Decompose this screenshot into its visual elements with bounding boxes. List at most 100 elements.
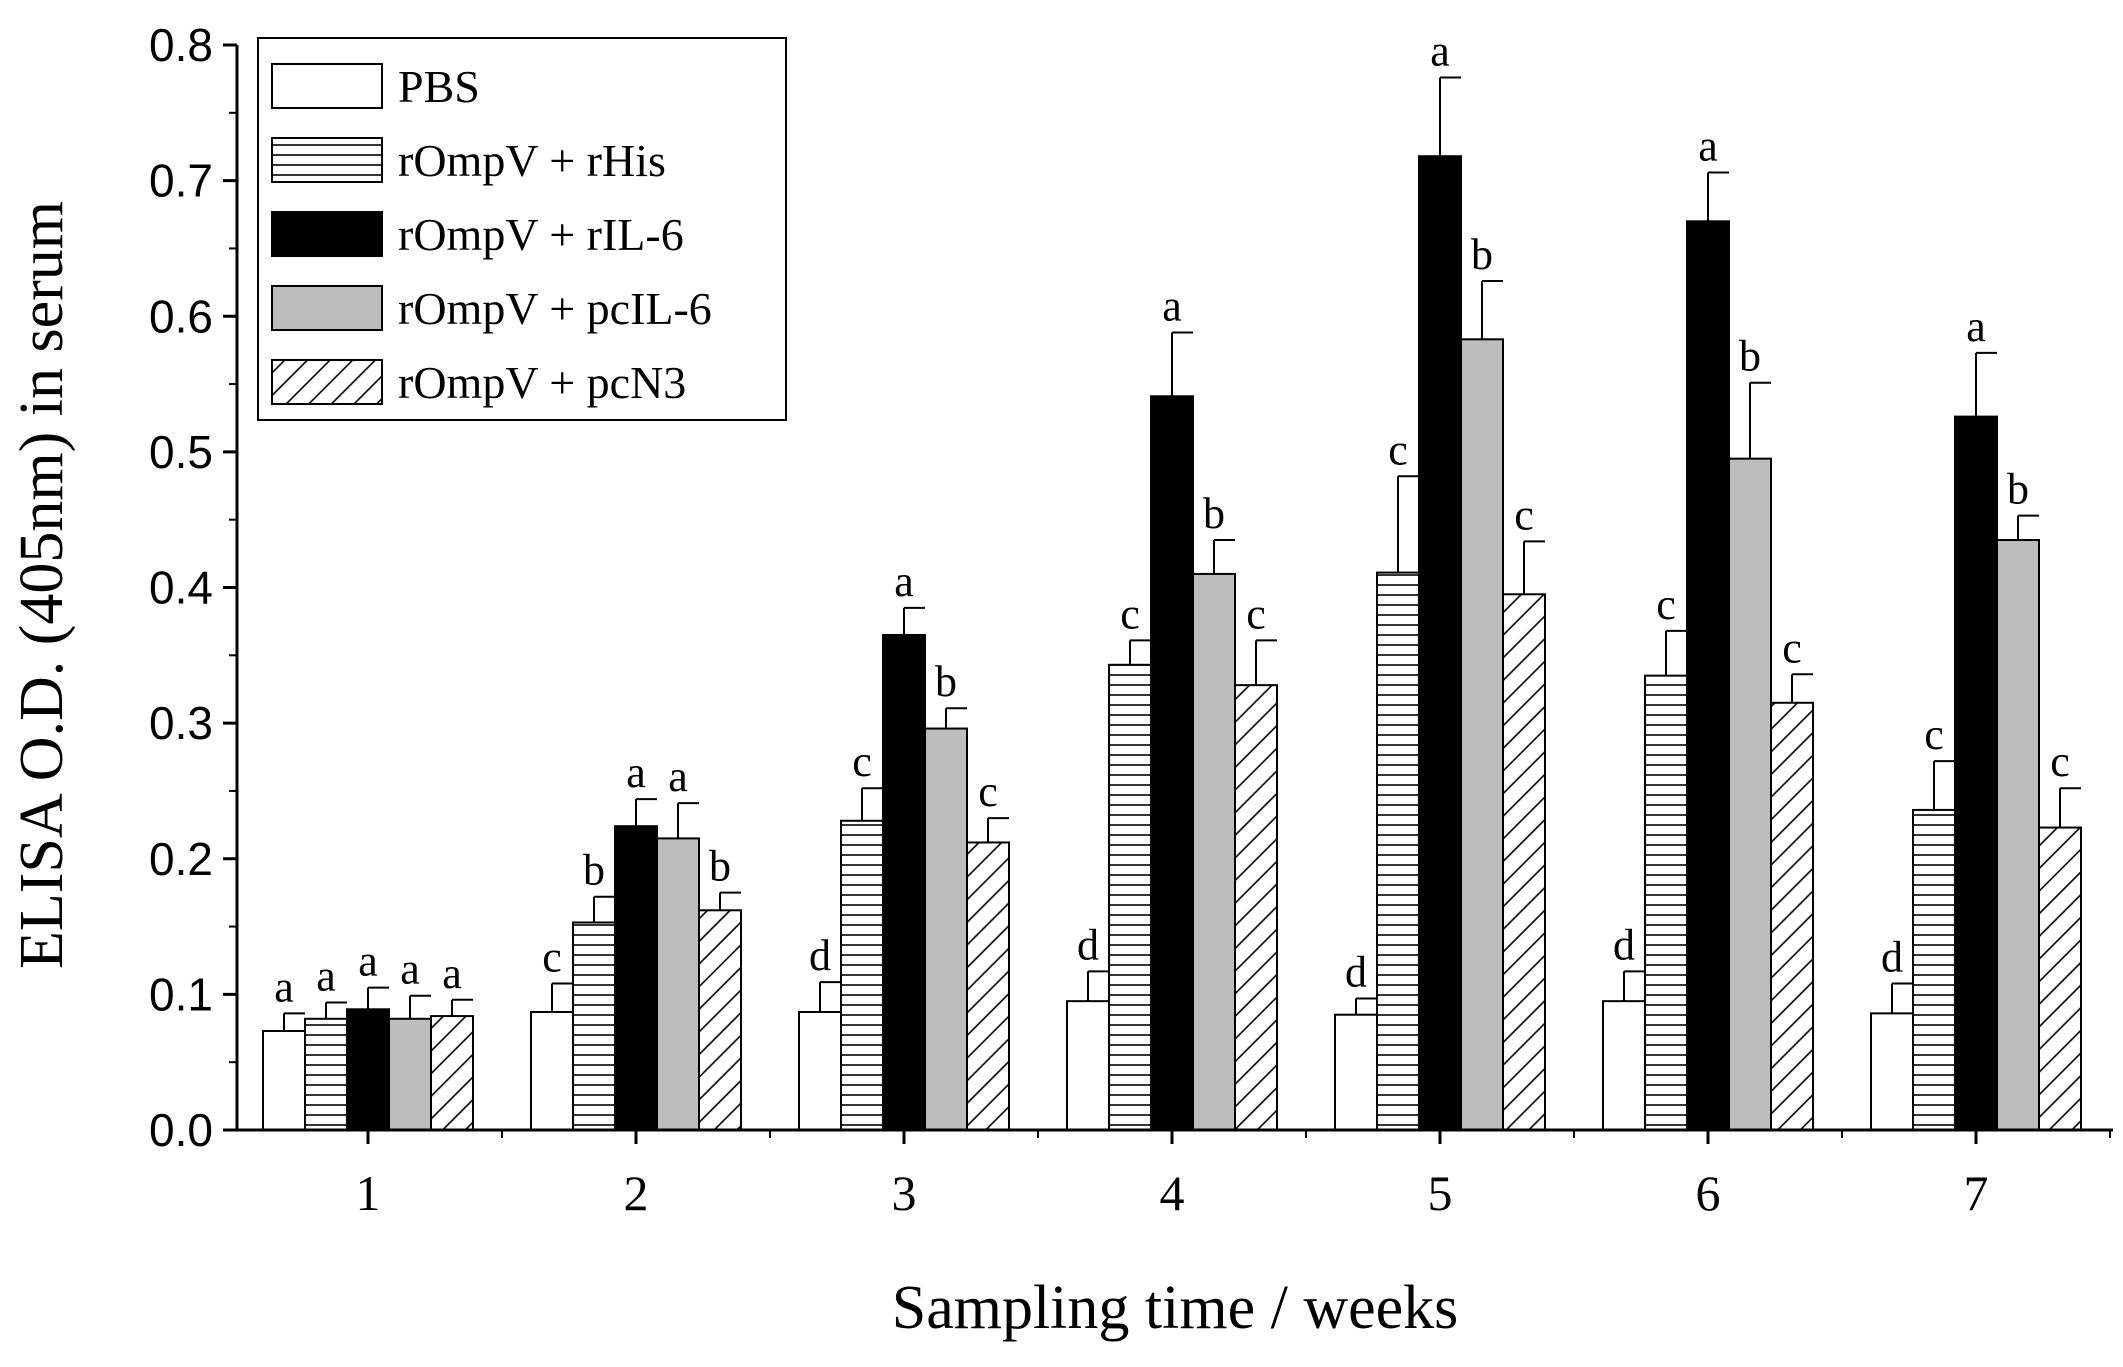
significance-letter: b <box>2007 465 2029 514</box>
significance-letter: c <box>1656 580 1676 629</box>
bar-week3-series5 <box>966 841 1010 1131</box>
legend-label-1: PBS <box>398 61 480 112</box>
significance-letter: d <box>1077 920 1099 969</box>
bar-week4-series4 <box>1192 572 1236 1131</box>
bar-week7-series3 <box>1954 415 1998 1131</box>
y-tick-label: 0.2 <box>149 833 213 885</box>
significance-letter: d <box>809 931 831 980</box>
significance-letter: a <box>1966 302 1986 351</box>
significance-letter: c <box>2050 737 2070 786</box>
bar-week5-series2 <box>1376 571 1420 1131</box>
bar-week7-series5 <box>2038 826 2082 1132</box>
x-tick-label: 6 <box>1696 1165 1721 1221</box>
bar-week7-series4 <box>1996 539 2040 1131</box>
bar-week2-series3 <box>614 825 658 1131</box>
significance-letter: c <box>1782 623 1802 672</box>
y-tick-label: 0.7 <box>149 155 213 207</box>
legend-swatch-2 <box>271 137 383 183</box>
legend-label-3: rOmpV + rIL-6 <box>398 209 684 260</box>
bar-week5-series5 <box>1502 593 1546 1131</box>
significance-letter: a <box>316 952 336 1001</box>
bar-week4-series5 <box>1234 684 1278 1132</box>
legend-label-5: rOmpV + pcN3 <box>398 357 686 408</box>
significance-letter: c <box>852 737 872 786</box>
y-tick-label: 0.0 <box>149 1104 213 1156</box>
bar-week6-series5 <box>1770 701 1814 1131</box>
bar-week7-series2 <box>1912 808 1956 1131</box>
bar-week5-series4 <box>1460 338 1504 1131</box>
bar-week1-series3 <box>346 1008 390 1132</box>
bar-week4-series1 <box>1066 1000 1110 1131</box>
bar-week3-series3 <box>882 633 926 1131</box>
significance-letter: b <box>935 657 957 706</box>
x-axis-title: Sampling time / weeks <box>892 1274 1459 1342</box>
bar-week4-series3 <box>1150 395 1194 1131</box>
bar-week1-series2 <box>304 1017 348 1131</box>
x-tick-label: 3 <box>892 1165 917 1221</box>
bar-week1-series4 <box>388 1017 432 1131</box>
x-tick-label: 4 <box>1160 1165 1185 1221</box>
y-tick-label: 0.4 <box>149 562 213 614</box>
bar-week3-series4 <box>924 727 968 1131</box>
significance-letter: a <box>358 937 378 986</box>
significance-letter: a <box>626 748 646 797</box>
significance-letter: c <box>1924 710 1944 759</box>
bar-week6-series3 <box>1686 220 1730 1131</box>
bar-week1-series5 <box>430 1015 474 1132</box>
bar-week2-series4 <box>656 837 700 1131</box>
bar-week2-series2 <box>572 921 616 1132</box>
x-tick-label: 5 <box>1428 1165 1453 1221</box>
significance-letter: b <box>709 842 731 891</box>
significance-letter: c <box>1246 589 1266 638</box>
significance-letter: a <box>894 557 914 606</box>
significance-letter: c <box>542 933 562 982</box>
significance-letter: c <box>978 767 998 816</box>
significance-letter: a <box>274 962 294 1011</box>
legend-label-4: rOmpV + pcIL-6 <box>398 283 712 334</box>
legend-label-2: rOmpV + rHis <box>398 135 666 186</box>
y-tick-label: 0.5 <box>149 426 213 478</box>
significance-letter: c <box>1388 425 1408 474</box>
significance-letter: b <box>1739 332 1761 381</box>
significance-letter: a <box>442 949 462 998</box>
bar-week7-series1 <box>1870 1012 1914 1131</box>
significance-letter: b <box>1471 230 1493 279</box>
significance-letter: b <box>583 846 605 895</box>
x-tick-label: 1 <box>356 1165 381 1221</box>
significance-letter: b <box>1203 489 1225 538</box>
bar-week6-series2 <box>1644 674 1688 1131</box>
bar-week3-series2 <box>840 819 884 1132</box>
significance-letter: a <box>1162 282 1182 331</box>
bar-week2-series1 <box>530 1011 574 1131</box>
significance-letter: d <box>1345 947 1367 996</box>
legend-swatch-4 <box>271 285 383 331</box>
significance-letter: d <box>1881 933 1903 982</box>
y-tick-label: 0.6 <box>149 290 213 342</box>
y-tick-label: 0.3 <box>149 697 213 749</box>
significance-letter: c <box>1514 490 1534 539</box>
x-tick-label: 2 <box>624 1165 649 1221</box>
bar-week5-series1 <box>1334 1013 1378 1131</box>
y-axis-title: ELISA O.D. (405nm) in serum <box>8 201 76 969</box>
y-tick-label: 0.8 <box>149 19 213 71</box>
legend-swatch-5 <box>271 359 383 405</box>
legend-swatch-3 <box>271 211 383 257</box>
significance-letter: a <box>1698 121 1718 170</box>
bar-week3-series1 <box>798 1011 842 1131</box>
significance-letter: a <box>400 945 420 994</box>
significance-letter: a <box>668 752 688 801</box>
bar-week2-series5 <box>698 909 742 1131</box>
significance-letter: a <box>1430 27 1450 76</box>
y-tick-label: 0.1 <box>149 968 213 1020</box>
legend-swatch-1 <box>271 63 383 109</box>
bar-week6-series1 <box>1602 1000 1646 1131</box>
bar-week4-series2 <box>1108 663 1152 1132</box>
x-tick-label: 7 <box>1964 1165 1989 1221</box>
bar-week1-series1 <box>262 1029 306 1132</box>
significance-letter: c <box>1120 589 1140 638</box>
significance-letter: d <box>1613 920 1635 969</box>
bar-week6-series4 <box>1728 457 1772 1131</box>
bar-week5-series3 <box>1418 155 1462 1131</box>
